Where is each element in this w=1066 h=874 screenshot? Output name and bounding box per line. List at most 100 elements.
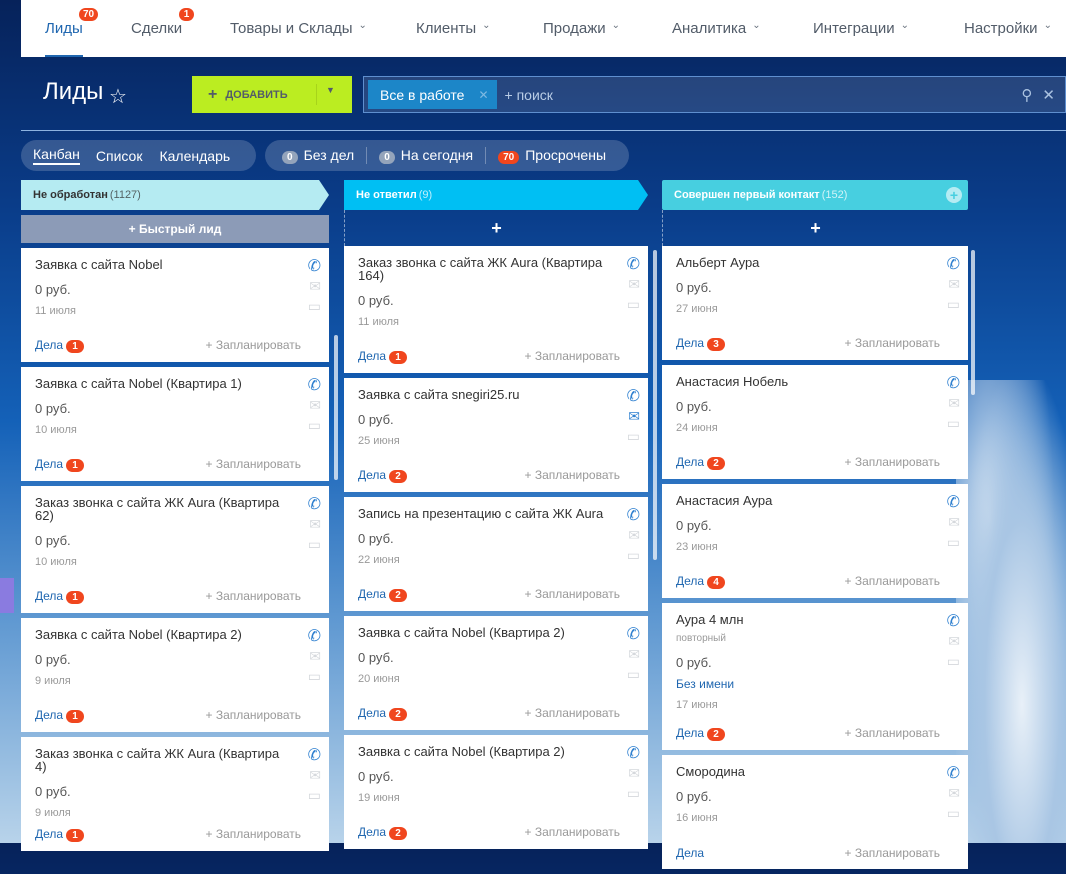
- mail-icon[interactable]: ✉: [628, 765, 640, 781]
- counter-no-tasks[interactable]: 0 Без дел: [282, 147, 354, 164]
- tasks-link[interactable]: Дела 1: [35, 827, 85, 842]
- mail-icon[interactable]: ✉: [309, 397, 321, 413]
- tasks-link[interactable]: Дела 4: [676, 574, 726, 589]
- phone-icon[interactable]: ✆: [626, 745, 640, 762]
- tasks-link[interactable]: Дела 3: [676, 336, 726, 351]
- card-title[interactable]: Анастасия Аура: [676, 493, 773, 508]
- star-icon[interactable]: ☆: [109, 86, 127, 108]
- add-button[interactable]: + ДОБАВИТЬ ▼: [192, 76, 352, 113]
- comment-icon[interactable]: ▭: [626, 428, 640, 444]
- lead-card[interactable]: Заявка с сайта Nobel (Квартира 2) 0 руб. 9…: [21, 618, 329, 732]
- phone-icon[interactable]: ✆: [946, 765, 960, 782]
- scrollbar[interactable]: [653, 250, 657, 560]
- comment-icon[interactable]: ▭: [946, 805, 960, 821]
- schedule-link[interactable]: + Запланировать: [524, 825, 620, 839]
- schedule-link[interactable]: + Запланировать: [205, 827, 301, 841]
- schedule-link[interactable]: + Запланировать: [205, 457, 301, 471]
- side-panel-handle[interactable]: [0, 578, 14, 613]
- comment-icon[interactable]: ▭: [946, 653, 960, 669]
- lead-card[interactable]: Заявка с сайта Nobel (Квартира 1) 0 руб. 1…: [21, 367, 329, 481]
- lead-card[interactable]: Анастасия Аура 0 руб. 23 июня ✆ ✉ ▭ Дела 4 + Зап…: [662, 484, 968, 598]
- schedule-link[interactable]: + Запланировать: [524, 706, 620, 720]
- phone-icon[interactable]: ✆: [626, 388, 640, 405]
- card-title[interactable]: Заявка с сайта Nobel (Квартира 2): [358, 625, 565, 640]
- schedule-link[interactable]: + Запланировать: [524, 468, 620, 482]
- mail-icon[interactable]: ✉: [309, 767, 321, 783]
- card-title[interactable]: Заявка с сайта Nobel (Квартира 2): [358, 744, 565, 759]
- nav-item-6[interactable]: Интеграции ⌄: [813, 0, 909, 57]
- nav-item-7[interactable]: Настройки ⌄: [964, 0, 1052, 57]
- schedule-link[interactable]: + Запланировать: [205, 338, 301, 352]
- card-contact[interactable]: Без имени: [676, 677, 735, 691]
- mail-icon[interactable]: ✉: [948, 785, 960, 801]
- tab-kanban[interactable]: Канбан: [33, 146, 80, 165]
- clear-icon[interactable]: ✕: [1042, 86, 1055, 104]
- comment-icon[interactable]: ▭: [626, 785, 640, 801]
- mail-icon[interactable]: ✉: [948, 276, 960, 292]
- card-title[interactable]: Аура 4 млн: [676, 612, 744, 627]
- nav-item-0[interactable]: Лиды 70: [45, 0, 99, 57]
- mail-icon[interactable]: ✉: [309, 516, 321, 532]
- nav-item-2[interactable]: Товары и Склады ⌄: [230, 0, 367, 57]
- nav-item-1[interactable]: Сделки 1: [131, 0, 194, 57]
- lead-card[interactable]: Аура 4 млн повторный 0 руб. Без имени 17 июн…: [662, 603, 968, 750]
- tasks-link[interactable]: Дела 1: [35, 708, 85, 723]
- scrollbar[interactable]: [334, 335, 338, 480]
- tasks-link[interactable]: Дела 1: [358, 349, 408, 364]
- card-title[interactable]: Смородина: [676, 764, 745, 779]
- nav-item-3[interactable]: Клиенты ⌄: [416, 0, 491, 57]
- counter-today[interactable]: 0 На сегодня: [379, 147, 473, 164]
- mail-icon[interactable]: ✉: [628, 646, 640, 662]
- comment-icon[interactable]: ▭: [307, 417, 321, 433]
- phone-icon[interactable]: ✆: [626, 507, 640, 524]
- comment-icon[interactable]: ▭: [946, 534, 960, 550]
- tasks-link[interactable]: Дела 1: [35, 338, 85, 353]
- mail-icon[interactable]: ✉: [309, 278, 321, 294]
- lead-card[interactable]: Запись на презентацию с сайта ЖК Aura 0 р…: [344, 497, 648, 611]
- column-header[interactable]: Совершен первый контакт (152) +: [662, 180, 968, 210]
- mail-icon[interactable]: ✉: [309, 648, 321, 664]
- phone-icon[interactable]: ✆: [307, 258, 321, 275]
- schedule-link[interactable]: + Запланировать: [844, 455, 940, 469]
- lead-card[interactable]: Заказ звонка с сайта ЖК Aura (Квартира 6…: [21, 486, 329, 613]
- nav-item-4[interactable]: Продажи ⌄: [543, 0, 620, 57]
- search-icon[interactable]: ⚲: [1021, 86, 1033, 104]
- column-header[interactable]: Не ответил (9): [344, 180, 648, 210]
- schedule-link[interactable]: + Запланировать: [205, 708, 301, 722]
- lead-card[interactable]: Заявка с сайта Nobel (Квартира 2) 0 руб. 2…: [344, 616, 648, 730]
- add-card-button[interactable]: +: [344, 210, 648, 246]
- add-card-button[interactable]: +: [662, 210, 968, 246]
- tasks-link[interactable]: Дела 2: [358, 587, 408, 602]
- card-title[interactable]: Анастасия Нобель: [676, 374, 789, 389]
- lead-card[interactable]: Заказ звонка с сайта ЖК Aura (Квартира 4…: [21, 737, 329, 851]
- schedule-link[interactable]: + Запланировать: [524, 349, 620, 363]
- schedule-link[interactable]: + Запланировать: [844, 574, 940, 588]
- comment-icon[interactable]: ▭: [946, 296, 960, 312]
- scrollbar[interactable]: [971, 250, 975, 395]
- mail-icon[interactable]: ✉: [628, 408, 640, 424]
- tab-list[interactable]: Список: [95, 147, 143, 164]
- nav-item-5[interactable]: Аналитика ⌄: [672, 0, 761, 57]
- mail-icon[interactable]: ✉: [948, 514, 960, 530]
- add-stage-icon[interactable]: +: [946, 187, 962, 203]
- card-title[interactable]: Заявка с сайта Nobel: [35, 257, 163, 272]
- comment-icon[interactable]: ▭: [626, 666, 640, 682]
- lead-card[interactable]: Заказ звонка с сайта ЖК Aura (Квартира 1…: [344, 246, 648, 373]
- schedule-link[interactable]: + Запланировать: [205, 589, 301, 603]
- tasks-link[interactable]: Дела 1: [35, 589, 85, 604]
- tasks-link[interactable]: Дела 1: [35, 457, 85, 472]
- lead-card[interactable]: Смородина 0 руб. 16 июня ✆ ✉ ▭ Дела + Запланиро…: [662, 755, 968, 869]
- lead-card[interactable]: Альберт Аура 0 руб. 27 июня ✆ ✉ ▭ Дела 3 + Запла…: [662, 246, 968, 360]
- comment-icon[interactable]: ▭: [626, 547, 640, 563]
- tab-calendar[interactable]: Календарь: [159, 147, 231, 164]
- phone-icon[interactable]: ✆: [946, 494, 960, 511]
- phone-icon[interactable]: ✆: [626, 626, 640, 643]
- close-icon[interactable]: ✕: [478, 87, 489, 102]
- tasks-link[interactable]: Дела 2: [676, 726, 726, 741]
- comment-icon[interactable]: ▭: [626, 296, 640, 312]
- tasks-link[interactable]: Дела 2: [358, 468, 408, 483]
- filter-chip[interactable]: Все в работе ✕: [368, 80, 497, 109]
- phone-icon[interactable]: ✆: [307, 628, 321, 645]
- tasks-link[interactable]: Дела 2: [358, 825, 408, 840]
- lead-card[interactable]: Анастасия Нобель 0 руб. 24 июня ✆ ✉ ▭ Дела 2 + З…: [662, 365, 968, 479]
